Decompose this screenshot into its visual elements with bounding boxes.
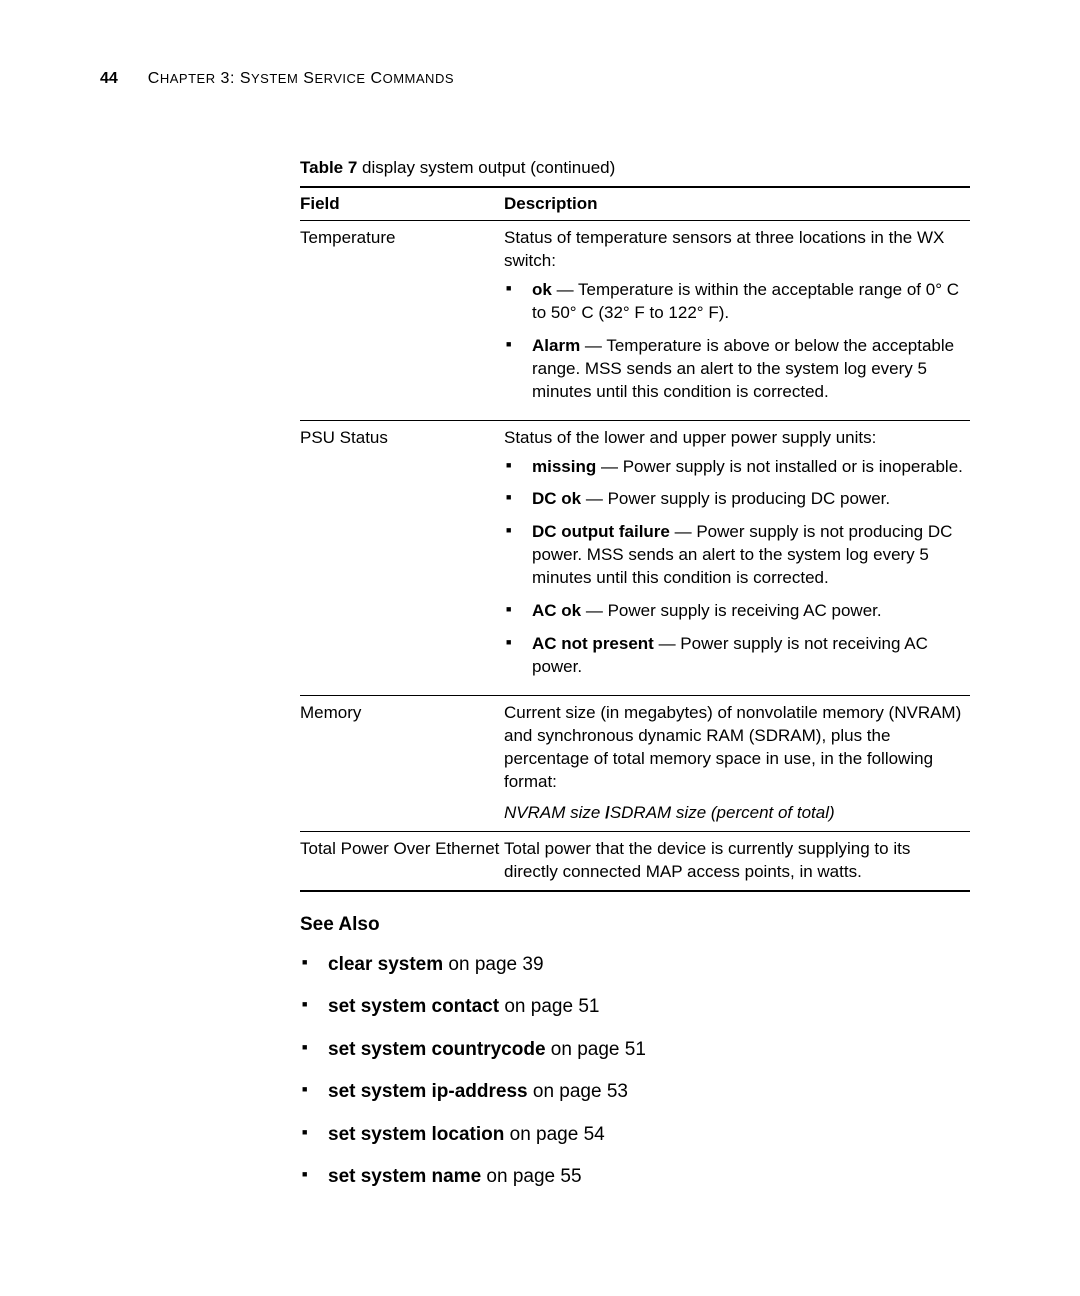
desc-temperature: Status of temperature sensors at three l…	[504, 221, 970, 421]
content-area: Table 7 display system output (continued…	[300, 158, 970, 1192]
desc-list: missing — Power supply is not installed …	[504, 456, 966, 680]
see-also-item: set system ip-address on page 53	[328, 1077, 970, 1107]
field-memory: Memory	[300, 696, 504, 832]
output-table: Field Description Temperature Status of …	[300, 186, 970, 892]
see-also-heading: See Also	[300, 910, 970, 940]
field-psu: PSU Status	[300, 420, 504, 695]
list-item: AC ok — Power supply is receiving AC pow…	[532, 600, 966, 623]
col-field: Field	[300, 187, 504, 221]
list-item: missing — Power supply is not installed …	[532, 456, 966, 479]
table-header-row: Field Description	[300, 187, 970, 221]
desc-list: ok — Temperature is within the acceptabl…	[504, 279, 966, 404]
desc-text: Current size (in megabytes) of nonvolati…	[504, 702, 966, 794]
list-item: DC output failure — Power supply is not …	[532, 521, 966, 590]
desc-intro: Status of temperature sensors at three l…	[504, 227, 966, 273]
see-also-section: See Also clear system on page 39 set sys…	[300, 910, 970, 1193]
desc-memory: Current size (in megabytes) of nonvolati…	[504, 696, 970, 832]
field-temperature: Temperature	[300, 221, 504, 421]
col-description: Description	[504, 187, 970, 221]
table-row: PSU Status Status of the lower and upper…	[300, 420, 970, 695]
field-tpoe: Total Power Over Ethernet	[300, 831, 504, 890]
table-caption: Table 7 display system output (continued…	[300, 158, 970, 178]
list-item: AC not present — Power supply is not rec…	[532, 633, 966, 679]
see-also-item: set system location on page 54	[328, 1120, 970, 1150]
table-row: Total Power Over Ethernet Total power th…	[300, 831, 970, 890]
list-item: ok — Temperature is within the acceptabl…	[532, 279, 966, 325]
see-also-item: set system contact on page 51	[328, 992, 970, 1022]
table-row: Memory Current size (in megabytes) of no…	[300, 696, 970, 832]
see-also-item: set system name on page 55	[328, 1162, 970, 1192]
desc-psu: Status of the lower and upper power supp…	[504, 420, 970, 695]
desc-tpoe: Total power that the device is currently…	[504, 831, 970, 890]
table-row: Temperature Status of temperature sensor…	[300, 221, 970, 421]
see-also-list: clear system on page 39 set system conta…	[300, 950, 970, 1192]
see-also-item: set system countrycode on page 51	[328, 1035, 970, 1065]
desc-format: NVRAM size /SDRAM size (percent of total…	[504, 802, 966, 825]
table-caption-label: Table 7	[300, 158, 357, 177]
desc-intro: Status of the lower and upper power supp…	[504, 427, 966, 450]
see-also-item: clear system on page 39	[328, 950, 970, 980]
chapter-title: CHAPTER 3: SYSTEM SERVICE COMMANDS	[148, 70, 454, 88]
page-number: 44	[100, 70, 118, 88]
list-item: DC ok — Power supply is producing DC pow…	[532, 488, 966, 511]
page-header: 44 CHAPTER 3: SYSTEM SERVICE COMMANDS	[100, 70, 970, 88]
table-caption-text: display system output (continued)	[357, 158, 615, 177]
list-item: Alarm — Temperature is above or below th…	[532, 335, 966, 404]
page-container: 44 CHAPTER 3: SYSTEM SERVICE COMMANDS Ta…	[0, 0, 1080, 1254]
